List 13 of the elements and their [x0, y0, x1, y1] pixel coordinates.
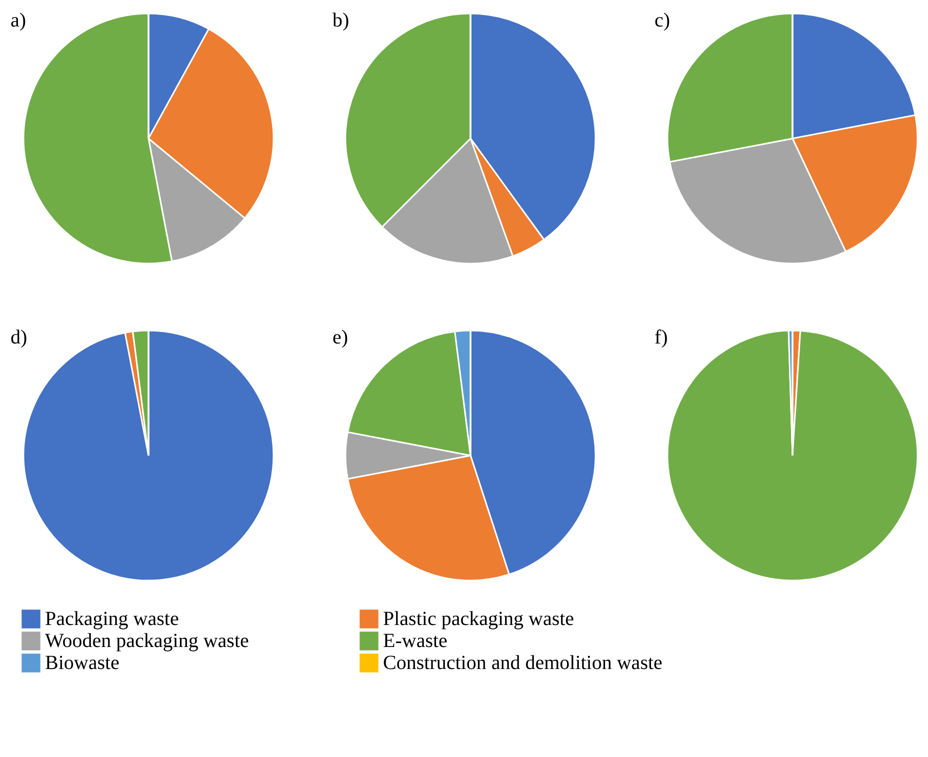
legend-label: Packaging waste: [45, 608, 179, 630]
pie-slice: [666, 330, 918, 582]
legend-label: Plastic packaging waste: [383, 608, 574, 630]
chart-title: d): [10, 326, 28, 348]
chart-title: f): [654, 326, 668, 348]
legend-label: Wooden packaging waste: [45, 630, 249, 652]
legend-label: Biowaste: [45, 652, 120, 674]
chart-title: b): [332, 10, 350, 32]
legend-label: Construction and demolition waste: [383, 652, 663, 674]
chart-title: a): [10, 10, 26, 32]
legend-label: E-waste: [383, 630, 448, 652]
chart-title: e): [332, 326, 348, 348]
chart-title: c): [654, 10, 670, 32]
